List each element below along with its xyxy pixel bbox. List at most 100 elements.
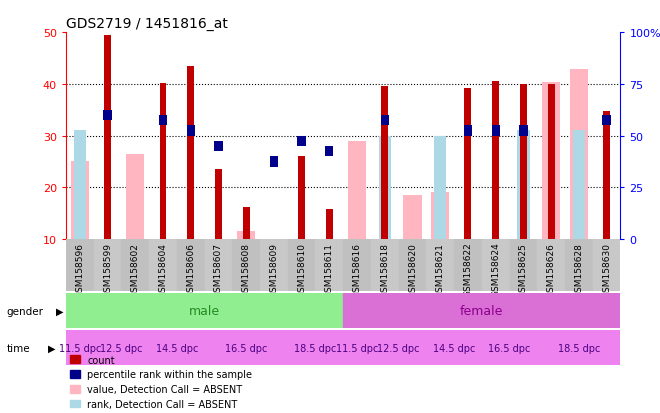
Text: GSM158596: GSM158596: [75, 242, 84, 297]
Bar: [288, 240, 315, 291]
Bar: [215, 170, 222, 240]
Text: GSM158620: GSM158620: [408, 242, 417, 297]
Bar: [465, 89, 471, 240]
Text: ▶: ▶: [48, 343, 55, 353]
Bar: [326, 210, 333, 240]
Bar: [66, 240, 94, 291]
Bar: [542, 83, 560, 240]
Bar: [454, 240, 482, 291]
Bar: [517, 131, 529, 240]
Bar: [381, 116, 389, 126]
Bar: [593, 240, 620, 291]
Bar: [121, 240, 149, 291]
Text: 14.5 dpc: 14.5 dpc: [156, 343, 198, 353]
Bar: [270, 157, 278, 167]
Bar: [187, 66, 194, 240]
Bar: [94, 240, 121, 291]
Text: female: female: [460, 304, 504, 317]
Bar: [260, 240, 288, 291]
Bar: [214, 141, 222, 152]
Bar: [492, 82, 499, 240]
Bar: [492, 126, 500, 136]
Text: GSM158602: GSM158602: [131, 242, 140, 297]
Bar: [66, 293, 343, 328]
Bar: [482, 330, 537, 366]
Bar: [464, 126, 472, 136]
Bar: [573, 131, 585, 240]
Bar: [371, 240, 399, 291]
Text: GSM158609: GSM158609: [269, 242, 279, 297]
Bar: [149, 330, 205, 366]
Text: GSM158604: GSM158604: [158, 242, 168, 297]
Text: GSM158622: GSM158622: [463, 242, 473, 297]
Bar: [205, 240, 232, 291]
Text: 12.5 dpc: 12.5 dpc: [378, 343, 420, 353]
Text: 18.5 dpc: 18.5 dpc: [294, 343, 337, 353]
Bar: [570, 70, 588, 240]
Text: male: male: [189, 304, 220, 317]
Bar: [74, 131, 86, 240]
Bar: [403, 196, 422, 240]
Text: 16.5 dpc: 16.5 dpc: [488, 343, 531, 353]
Bar: [381, 87, 388, 240]
Text: gender: gender: [7, 306, 44, 316]
Bar: [548, 85, 554, 240]
Bar: [510, 240, 537, 291]
Bar: [434, 136, 446, 240]
Bar: [149, 240, 177, 291]
Bar: [205, 330, 288, 366]
Bar: [520, 85, 527, 240]
Bar: [187, 126, 195, 136]
Bar: [71, 162, 89, 240]
Bar: [288, 330, 343, 366]
Bar: [379, 136, 391, 240]
Bar: [399, 240, 426, 291]
Text: GSM158610: GSM158610: [297, 242, 306, 297]
Bar: [94, 330, 149, 366]
Text: 11.5 dpc: 11.5 dpc: [336, 343, 378, 353]
Bar: [177, 240, 205, 291]
Text: 12.5 dpc: 12.5 dpc: [100, 343, 143, 353]
Bar: [126, 154, 145, 240]
Text: GSM158606: GSM158606: [186, 242, 195, 297]
Text: 18.5 dpc: 18.5 dpc: [558, 343, 600, 353]
Bar: [603, 116, 610, 126]
Bar: [426, 330, 482, 366]
Text: GDS2719 / 1451816_at: GDS2719 / 1451816_at: [66, 17, 228, 31]
Bar: [298, 136, 306, 147]
Bar: [519, 126, 527, 136]
Bar: [160, 83, 166, 240]
Text: ▶: ▶: [56, 306, 63, 316]
Bar: [426, 240, 454, 291]
Legend: count, percentile rank within the sample, value, Detection Call = ABSENT, rank, : count, percentile rank within the sample…: [66, 351, 256, 413]
Bar: [325, 147, 333, 157]
Text: GSM158624: GSM158624: [491, 242, 500, 297]
Bar: [537, 240, 565, 291]
Text: 14.5 dpc: 14.5 dpc: [433, 343, 475, 353]
Text: time: time: [7, 343, 30, 353]
Bar: [371, 330, 426, 366]
Bar: [243, 207, 249, 240]
Bar: [104, 110, 112, 121]
Bar: [343, 330, 371, 366]
Text: GSM158611: GSM158611: [325, 242, 334, 297]
Text: GSM158608: GSM158608: [242, 242, 251, 297]
Bar: [237, 232, 255, 240]
Bar: [348, 141, 366, 240]
Bar: [565, 240, 593, 291]
Bar: [315, 240, 343, 291]
Text: GSM158599: GSM158599: [103, 242, 112, 297]
Text: GSM158626: GSM158626: [546, 242, 556, 297]
Bar: [298, 157, 305, 240]
Bar: [232, 240, 260, 291]
Text: 11.5 dpc: 11.5 dpc: [59, 343, 101, 353]
Text: GSM158616: GSM158616: [352, 242, 362, 297]
Bar: [343, 240, 371, 291]
Bar: [343, 293, 620, 328]
Bar: [603, 112, 610, 240]
Bar: [104, 36, 111, 240]
Text: 16.5 dpc: 16.5 dpc: [225, 343, 267, 353]
Bar: [431, 192, 449, 240]
Text: GSM158618: GSM158618: [380, 242, 389, 297]
Bar: [482, 240, 510, 291]
